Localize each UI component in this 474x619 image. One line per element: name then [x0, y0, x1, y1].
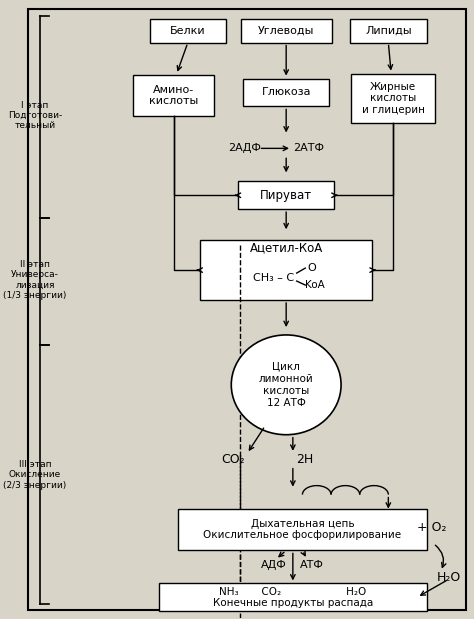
Text: 2H: 2H [296, 453, 313, 466]
Text: O: O [308, 263, 316, 273]
Text: KoA: KoA [305, 280, 325, 290]
Text: III этап
Окисление
(2/3 энергии): III этап Окисление (2/3 энергии) [3, 460, 67, 490]
FancyBboxPatch shape [200, 240, 372, 300]
Text: I этап
Подготови-
тельный: I этап Подготови- тельный [8, 100, 62, 131]
Text: 2АДФ: 2АДФ [228, 144, 261, 154]
FancyBboxPatch shape [159, 583, 427, 612]
Text: АДФ: АДФ [261, 560, 287, 571]
FancyBboxPatch shape [150, 19, 226, 43]
Ellipse shape [231, 335, 341, 435]
FancyBboxPatch shape [133, 74, 214, 116]
Text: Пируват: Пируват [260, 189, 312, 202]
Text: Цикл
лимонной
кислоты
12 АТФ: Цикл лимонной кислоты 12 АТФ [259, 361, 313, 409]
Text: АТФ: АТФ [300, 560, 324, 571]
Text: Глюкоза: Глюкоза [262, 87, 311, 97]
FancyBboxPatch shape [238, 181, 334, 209]
Text: II этап
Универса-
лизация
(1/3 энергии): II этап Универса- лизация (1/3 энергии) [3, 260, 67, 300]
FancyBboxPatch shape [243, 79, 329, 106]
Text: CO₂: CO₂ [221, 453, 245, 466]
Text: Белки: Белки [170, 25, 206, 36]
Text: 2АТФ: 2АТФ [293, 144, 325, 154]
FancyBboxPatch shape [241, 19, 331, 43]
Text: Жирные
кислоты
и глицерин: Жирные кислоты и глицерин [362, 82, 425, 115]
Text: H₂O: H₂O [437, 571, 461, 584]
FancyBboxPatch shape [178, 509, 427, 550]
FancyBboxPatch shape [350, 19, 427, 43]
Text: Амино-
кислоты: Амино- кислоты [149, 85, 198, 106]
FancyBboxPatch shape [351, 74, 435, 123]
Text: Дыхательная цепь
Окислительное фосфорилирование: Дыхательная цепь Окислительное фосфорили… [203, 519, 401, 540]
Text: Липиды: Липиды [365, 25, 411, 36]
Text: + O₂: + O₂ [417, 521, 446, 534]
Text: NH₃       CO₂                    H₂O
Конечные продукты распада: NH₃ CO₂ H₂O Конечные продукты распада [213, 587, 373, 608]
Text: CH₃ – C: CH₃ – C [253, 273, 294, 283]
Text: Ацетил-КоА: Ацетил-КоА [249, 241, 323, 254]
Text: Углеводы: Углеводы [258, 25, 314, 36]
